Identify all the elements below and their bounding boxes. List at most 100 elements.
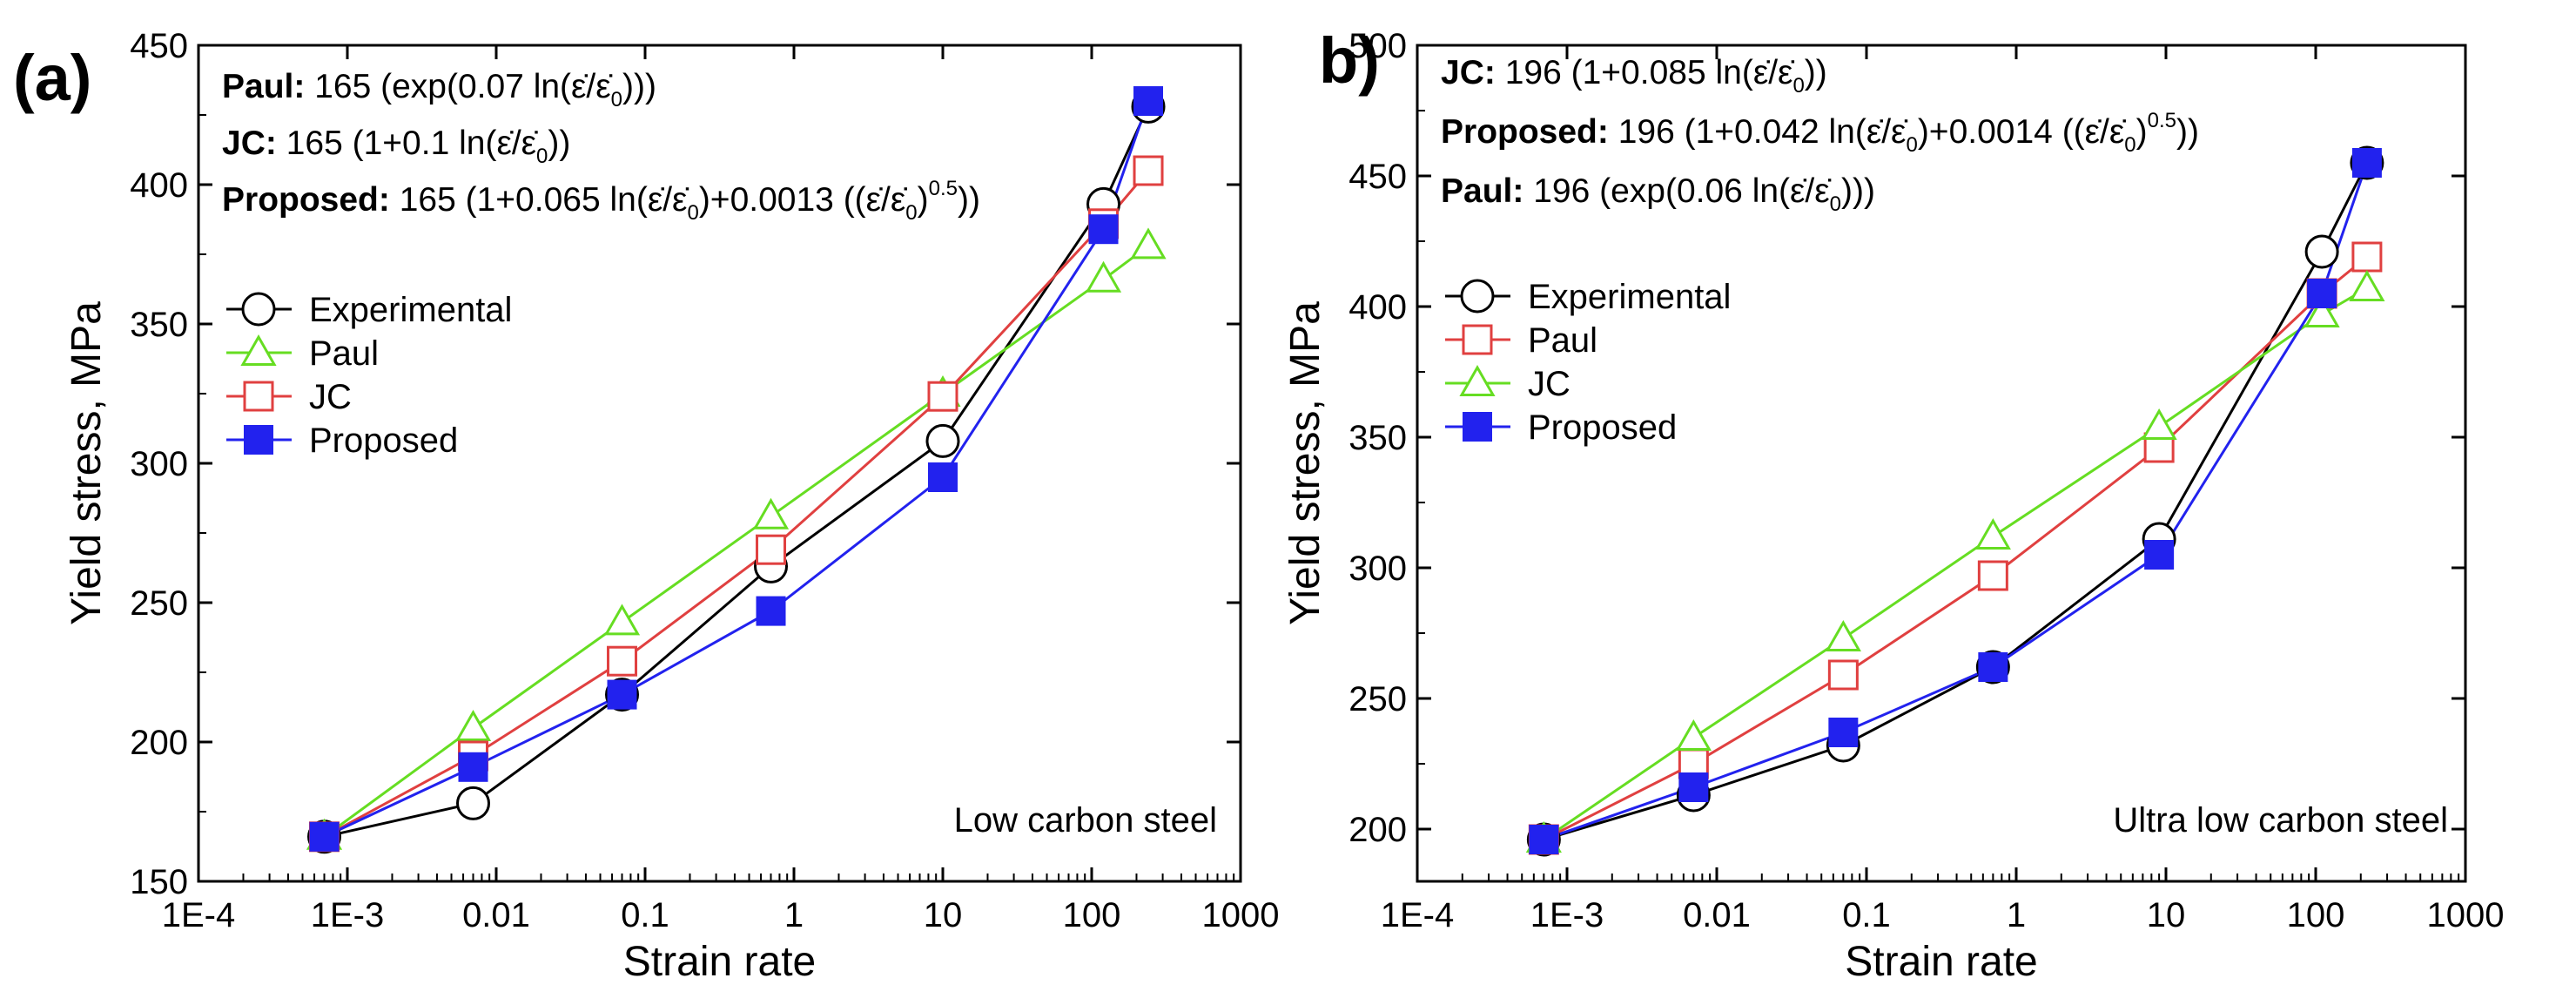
x-tick-label: 1000 (2427, 896, 2505, 934)
chart-panel-b: 1E-4 1E-3 0.01 0.1 1 10 100 1000 200 250 300 350 400… (1282, 24, 2504, 985)
formula-space (1496, 54, 1505, 91)
data-point-experimental (925, 423, 960, 458)
y-axis-title: Yield stress, MPa (64, 301, 110, 625)
formula-subscript: 0 (611, 88, 622, 111)
y-tick-label: 400 (1349, 288, 1407, 327)
series-line-proposed (1543, 162, 2369, 841)
x-tick-label: 1E-3 (1530, 896, 1604, 934)
legend-label: JC (309, 378, 352, 416)
legend-marker (1463, 412, 1492, 442)
formula-body: 196 (1+0.085 ln(ε̇/ε̇ (1505, 54, 1795, 91)
chart-panel-a: 1E-4 1E-3 0.01 0.1 1 10 100 1000 150 200 250 300 350… (13, 27, 1279, 985)
data-point-jc (2141, 408, 2177, 440)
formula-tail: )) (1805, 54, 1827, 91)
formula-body: )+0.0013 ((ε̇/ε̇ (699, 181, 907, 219)
formula-space (277, 125, 286, 162)
data-point-paul (1085, 260, 1122, 293)
series-line-paul (323, 245, 1149, 839)
formula-subscript: 0 (1906, 133, 1917, 157)
data-point-jc (1675, 718, 1712, 751)
series-line-jc (323, 170, 1150, 839)
legend-label: Experimental (309, 291, 512, 329)
data-point-jc (607, 645, 638, 677)
formula-line: Paul: 196 (exp(0.06 ln(ε̇/ε̇0))) (1441, 172, 1875, 216)
data-point-proposed (2144, 540, 2175, 570)
formula-label: JC: (222, 125, 277, 162)
data-point-paul (1827, 659, 1859, 691)
data-point-proposed (1088, 214, 1119, 245)
legend-marker (1462, 324, 1493, 355)
plot-frame (1416, 44, 2467, 883)
data-point-proposed (607, 679, 637, 710)
material-annotation: Low carbon steel (954, 801, 1217, 840)
formula-body: 165 (exp(0.07 ln(ε̇/ε̇ (314, 68, 612, 105)
data-point-paul (1130, 227, 1167, 260)
data-point-paul (1977, 560, 2008, 591)
formula-space (390, 181, 400, 219)
series-line-experimental (1543, 162, 2369, 841)
data-point-proposed (756, 596, 786, 626)
data-point-jc (1825, 619, 1861, 651)
formula-body: 165 (1+0.065 ln(ε̇/ε̇ (400, 181, 689, 219)
legend-label: Proposed (1528, 408, 1677, 447)
legend-label: JC (1528, 365, 1570, 403)
formula-tail: )) (958, 181, 980, 219)
y-tick-label: 350 (130, 306, 188, 344)
x-tick-label: 1E-3 (311, 896, 385, 934)
data-point-proposed (1678, 772, 1709, 802)
y-tick-label: 400 (130, 166, 188, 205)
x-tick-label: 1000 (1202, 896, 1280, 934)
x-tick-label: 1 (784, 896, 804, 934)
legend-marker (1459, 364, 1496, 396)
formula-subscript: 0 (905, 201, 917, 225)
formula-subscript: 0 (2124, 133, 2135, 157)
formula-body: 196 (1+0.042 ln(ε̇/ε̇ (1618, 113, 1908, 151)
formula-label: JC: (1441, 54, 1496, 91)
legend-label: Proposed (309, 422, 458, 460)
series-line-jc (1543, 287, 2368, 841)
panel-letter: b) (1319, 24, 1380, 97)
formula-tail: )) (548, 125, 570, 162)
formula-tail: ))) (622, 68, 656, 105)
data-point-experimental (456, 786, 491, 820)
formula-body: 165 (1+0.1 ln(ε̇/ε̇ (286, 125, 538, 162)
y-tick-label: 200 (1349, 811, 1407, 849)
data-point-jc (927, 381, 958, 412)
formula-line: Paul: 165 (exp(0.07 ln(ε̇/ε̇0))) (222, 68, 656, 111)
x-axis-title: Strain rate (623, 939, 816, 985)
formula-line: Proposed: 196 (1+0.042 ln(ε̇/ε̇0)+0.0014… (1441, 109, 2199, 157)
formula-label: Proposed: (1441, 113, 1609, 151)
formula-space (1609, 113, 1618, 151)
legend-label: Experimental (1528, 278, 1731, 316)
formula-subscript: 0 (687, 201, 698, 225)
x-tick-label: 1E-4 (1381, 896, 1455, 934)
formula-line: JC: 196 (1+0.085 ln(ε̇/ε̇0)) (1441, 54, 1827, 98)
x-tick-label: 0.01 (462, 896, 530, 934)
formula-body: )+0.0014 ((ε̇/ε̇ (1918, 113, 2126, 151)
data-point-proposed (1828, 718, 1859, 747)
data-point-jc (1974, 517, 2011, 550)
formula-tail: ))) (1841, 172, 1875, 210)
y-tick-label: 250 (1349, 680, 1407, 718)
formula-body: ) (918, 181, 929, 219)
data-point-proposed (928, 462, 958, 492)
y-tick-label: 150 (130, 863, 188, 901)
data-point-paul (752, 497, 790, 529)
x-tick-label: 1E-4 (162, 896, 236, 934)
legend-marker (241, 292, 276, 327)
formula-superscript: 0.5 (2148, 109, 2176, 132)
panel-letter: (a) (13, 42, 91, 114)
x-axis-title: Strain rate (1845, 939, 2037, 985)
data-point-proposed (309, 821, 340, 852)
legend-marker (243, 381, 274, 412)
data-point-jc (756, 534, 787, 565)
legend-label: Paul (309, 334, 379, 373)
x-tick-label: 0.01 (1683, 896, 1751, 934)
data-point-proposed (1978, 652, 2008, 682)
y-tick-label: 300 (1349, 550, 1407, 588)
x-tick-label: 10 (2147, 896, 2186, 934)
formula-subscript: 0 (1830, 192, 1841, 216)
formula-body: 196 (exp(0.06 ln(ε̇/ε̇ (1533, 172, 1831, 210)
data-point-jc (2349, 269, 2385, 301)
y-tick-label: 450 (130, 27, 188, 65)
